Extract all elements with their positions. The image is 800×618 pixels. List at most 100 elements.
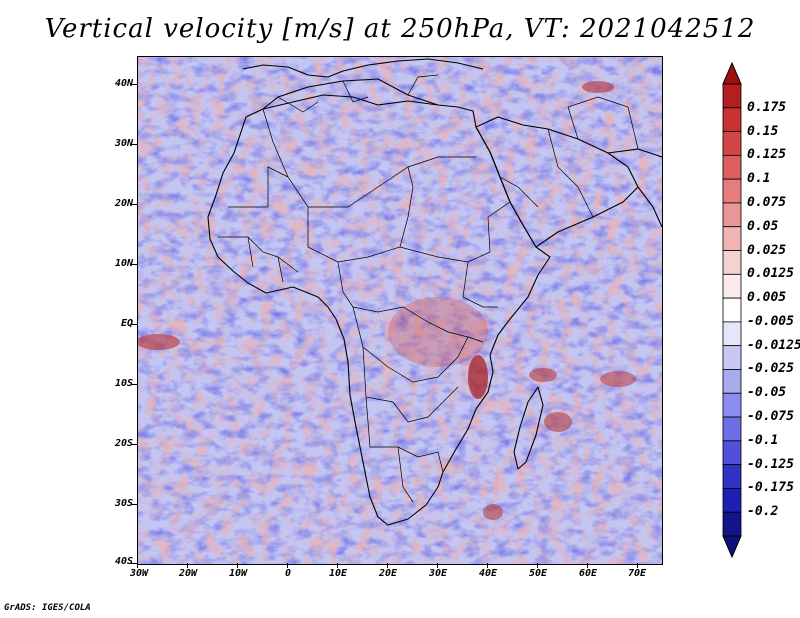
colorbar-swatch (722, 273, 742, 299)
feature-central-africa (388, 297, 488, 367)
colorbar-swatch (722, 250, 742, 275)
colorbar-label: -0.175 (747, 480, 794, 496)
border-sahara-1 (262, 108, 476, 208)
feature-indian-ocean-1 (529, 368, 557, 382)
border-horn (487, 151, 539, 253)
colorbar-swatch (722, 321, 742, 347)
lon-label: 10E (328, 568, 348, 579)
colorbar-swatch (722, 369, 742, 394)
lon-tick (137, 563, 138, 568)
lat-tick (131, 324, 137, 325)
lon-label: 30W (129, 568, 149, 579)
europe-coast (242, 58, 484, 78)
feature-south-africa-east (483, 504, 503, 520)
lat-tick (131, 84, 137, 85)
colorbar-label: 0.075 (747, 194, 787, 210)
colorbar-swatch (722, 464, 742, 489)
lon-tick (387, 563, 388, 568)
madagascar-outline (513, 386, 544, 470)
colorbar-label: -0.05 (747, 385, 787, 401)
border-sahara-2 (228, 166, 414, 263)
africa-outline (207, 78, 551, 526)
feature-atlantic-eq (138, 334, 180, 350)
arabia-outline (475, 116, 639, 248)
colorbar-label: -0.005 (747, 313, 794, 329)
lat-tick (131, 563, 137, 564)
colorbar-label: 0.1 (747, 171, 771, 187)
lon-label: 70E (627, 568, 647, 579)
med-coast (262, 94, 439, 110)
lat-tick (131, 264, 137, 265)
lon-tick (487, 563, 488, 568)
feature-madagascar-east (544, 412, 572, 432)
colorbar-swatch (722, 345, 742, 370)
lon-label: 40E (478, 568, 498, 579)
colorbar (722, 62, 742, 558)
lat-label: 30S (114, 498, 133, 509)
lon-tick (587, 563, 588, 568)
colorbar-bottom-triangle (722, 535, 742, 558)
lon-label: 10W (228, 568, 248, 579)
colorbar-label: 0.025 (747, 242, 787, 258)
field-white-layer (138, 57, 662, 564)
lat-label: 30N (114, 138, 133, 149)
colorbar-label: -0.075 (747, 409, 794, 425)
colorbar-label: 0.005 (747, 290, 787, 306)
lat-tick (131, 144, 137, 145)
colorbar-swatch (722, 202, 742, 228)
colorbar-label: -0.025 (747, 361, 794, 377)
lat-tick (131, 504, 137, 505)
lon-tick (187, 563, 188, 568)
colorbar-swatch (722, 440, 742, 466)
lat-label: EQ (120, 318, 133, 329)
colorbar-label: 0.05 (747, 218, 779, 234)
feature-mozambique-channel (468, 355, 488, 399)
lon-label: 20E (378, 568, 398, 579)
colorbar-top-triangle (722, 62, 742, 85)
colorbar-label: -0.0125 (747, 337, 800, 353)
colorbar-label: 0.0125 (747, 266, 794, 282)
vertical-velocity-field (138, 57, 662, 564)
colorbar-swatch (722, 83, 742, 109)
lat-label: 40S (114, 556, 133, 567)
chart-title: Vertical velocity [m/s] at 250hPa, VT: 2… (44, 14, 756, 44)
lon-tick (287, 563, 288, 568)
border-west-africa (218, 236, 299, 283)
lon-tick (637, 563, 638, 568)
country-borders (218, 74, 639, 503)
colorbar-swatch (722, 297, 742, 323)
colorbar-swatch (722, 392, 742, 418)
lon-label: 60E (578, 568, 598, 579)
lon-label: 50E (528, 568, 548, 579)
border-maghreb (277, 74, 439, 113)
colorbar-swatch (722, 107, 742, 132)
colorbar-label: -0.1 (747, 432, 779, 448)
colorbar-label: 0.125 (747, 147, 787, 163)
colorbar-label: -0.2 (747, 504, 779, 520)
lat-label: 40N (114, 78, 133, 89)
lat-label: 10N (114, 258, 133, 269)
credit-text: GrADS: IGES/COLA (4, 603, 91, 613)
map-plot-area (137, 56, 663, 565)
feature-middle-east (582, 81, 614, 93)
lon-label: 20W (178, 568, 198, 579)
colorbar-label: 0.175 (747, 99, 787, 115)
colorbar-label: 0.15 (747, 123, 779, 139)
border-southern-2 (365, 396, 444, 503)
colorbar-swatch (722, 488, 742, 513)
colorbar-swatch (722, 178, 742, 204)
lon-tick (537, 563, 538, 568)
lon-tick (437, 563, 438, 568)
colorbar-swatch (722, 226, 742, 251)
lon-tick (337, 563, 338, 568)
colorbar-swatch (722, 154, 742, 180)
lon-label: 0 (284, 568, 292, 579)
colorbar-swatch (722, 416, 742, 442)
lat-tick (131, 384, 137, 385)
border-central-east (399, 246, 498, 308)
lat-tick (131, 204, 137, 205)
lon-label: 30E (428, 568, 448, 579)
colorbar-swatch (722, 131, 742, 156)
lat-label: 20S (114, 438, 133, 449)
colorbar-swatch (722, 511, 742, 537)
